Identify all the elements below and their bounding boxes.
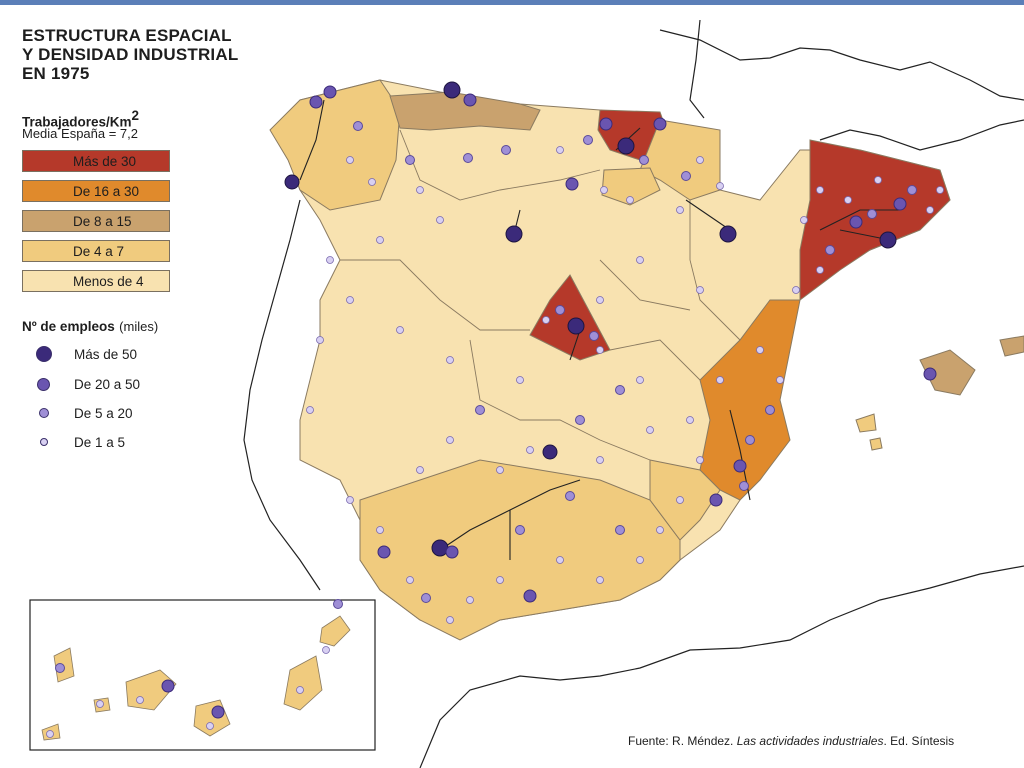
portugal-coastline <box>243 199 321 591</box>
employment-class-4: De 1 a 5 <box>36 431 125 453</box>
density-label-1: Más de 30 <box>73 153 137 169</box>
map-title: ESTRUCTURA ESPACIAL Y DENSIDAD INDUSTRIA… <box>22 26 238 83</box>
density-swatch-4: De 4 a 7 <box>22 240 170 262</box>
density-heading-sup: 2 <box>131 108 140 123</box>
density-class-4: De 4 a 7 <box>22 240 170 262</box>
employment-dot-2 <box>37 377 50 391</box>
density-heading-text: Trabajadores/Km <box>22 114 132 130</box>
density-swatch-2: De 16 a 30 <box>22 180 170 202</box>
employment-class-1: Más de 50 <box>36 343 137 365</box>
employment-legend-heading: Nº de empleos (miles) <box>22 318 158 336</box>
source-citation: Fuente: R. Méndez. Las actividades indus… <box>628 734 954 748</box>
density-legend-subheading: Media España = 7,2 <box>22 126 138 141</box>
employment-label-4: De 1 a 5 <box>74 434 126 450</box>
employment-dots-medium <box>161 85 937 719</box>
employment-label-2: De 20 a 50 <box>74 376 141 392</box>
density-label-4: De 4 a 7 <box>73 243 125 259</box>
employment-class-2: De 20 a 50 <box>36 373 140 395</box>
balearic-islands <box>855 335 1024 451</box>
employment-dots-small <box>55 121 917 673</box>
employment-label-1: Más de 50 <box>74 346 138 362</box>
employment-label-3: De 5 a 20 <box>74 405 133 421</box>
employment-dots-tiny <box>46 146 944 738</box>
density-label-5: Menos de 4 <box>73 273 144 289</box>
employment-dots-large <box>284 81 897 557</box>
africa-coastline <box>419 565 1024 768</box>
density-swatch-5: Menos de 4 <box>22 270 170 292</box>
employment-heading-text: Nº de empleos <box>22 319 115 334</box>
france-border <box>689 19 705 119</box>
employment-class-3: De 5 a 20 <box>36 402 133 424</box>
france-coastline <box>659 29 1024 101</box>
density-class-1: Más de 30 <box>22 150 170 172</box>
density-label-3: De 8 a 15 <box>73 213 132 229</box>
employment-dot-3 <box>39 408 49 418</box>
title-line-3: EN 1975 <box>22 64 90 83</box>
title-line-2: Y DENSIDAD INDUSTRIAL <box>22 45 239 64</box>
region-galicia <box>269 79 401 211</box>
mediterranean-coast-france <box>819 119 1024 151</box>
top-border-strip <box>0 0 1024 5</box>
title-line-1: ESTRUCTURA ESPACIAL <box>22 26 232 45</box>
density-label-2: De 16 a 30 <box>73 183 140 199</box>
density-swatch-3: De 8 a 15 <box>22 210 170 232</box>
region-catalonia <box>799 139 951 301</box>
internal-boundaries <box>340 129 741 461</box>
density-class-3: De 8 a 15 <box>22 210 170 232</box>
density-class-2: De 16 a 30 <box>22 180 170 202</box>
source-book-title: Las actividades industriales <box>736 734 884 748</box>
source-suffix: . Ed. Síntesis <box>883 734 955 748</box>
region-andalusia <box>359 459 681 641</box>
employment-heading-unit: (miles) <box>119 319 159 334</box>
density-class-5: Menos de 4 <box>22 270 170 292</box>
employment-dot-1 <box>36 346 52 362</box>
density-swatch-1: Más de 30 <box>22 150 170 172</box>
source-prefix: Fuente: R. Méndez. <box>628 734 737 748</box>
canary-islands <box>41 615 351 741</box>
employment-dot-4 <box>40 438 48 446</box>
density-legend-heading: Trabajadores/Km2 <box>22 108 139 131</box>
region-murcia <box>649 459 721 541</box>
